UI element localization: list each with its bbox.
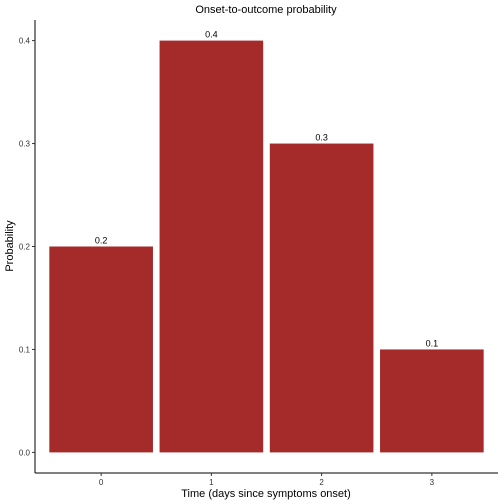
data-label-3: 0.1 xyxy=(426,338,439,348)
bar-2 xyxy=(269,143,374,453)
y-axis-label: Probability xyxy=(4,220,16,272)
x-tick-label: 0 xyxy=(99,478,104,487)
y-tick-label: 0.1 xyxy=(19,345,31,354)
bar-0 xyxy=(49,246,153,453)
chart-title: Onset-to-outcome probability xyxy=(195,4,337,16)
x-tick-label: 3 xyxy=(430,478,435,487)
bar-3 xyxy=(380,349,484,453)
x-axis-label: Time (days since symptoms onset) xyxy=(181,488,351,500)
y-tick-label: 0.2 xyxy=(19,243,31,252)
bar-1 xyxy=(159,40,264,453)
y-tick-label: 0.4 xyxy=(19,37,31,46)
y-tick-label: 0.0 xyxy=(19,448,31,457)
data-label-1: 0.4 xyxy=(205,30,218,40)
data-label-2: 0.3 xyxy=(315,133,328,143)
x-ticks: 0 1 2 3 xyxy=(99,473,435,487)
bars-layer: 0.2 0.4 0.3 0.1 xyxy=(49,30,484,453)
y-tick-label: 0.3 xyxy=(19,140,31,149)
x-tick-label: 2 xyxy=(319,478,324,487)
x-tick-label: 1 xyxy=(209,478,214,487)
y-ticks: 0.0 0.1 0.2 0.3 0.4 xyxy=(19,37,35,457)
data-label-0: 0.2 xyxy=(95,236,108,246)
